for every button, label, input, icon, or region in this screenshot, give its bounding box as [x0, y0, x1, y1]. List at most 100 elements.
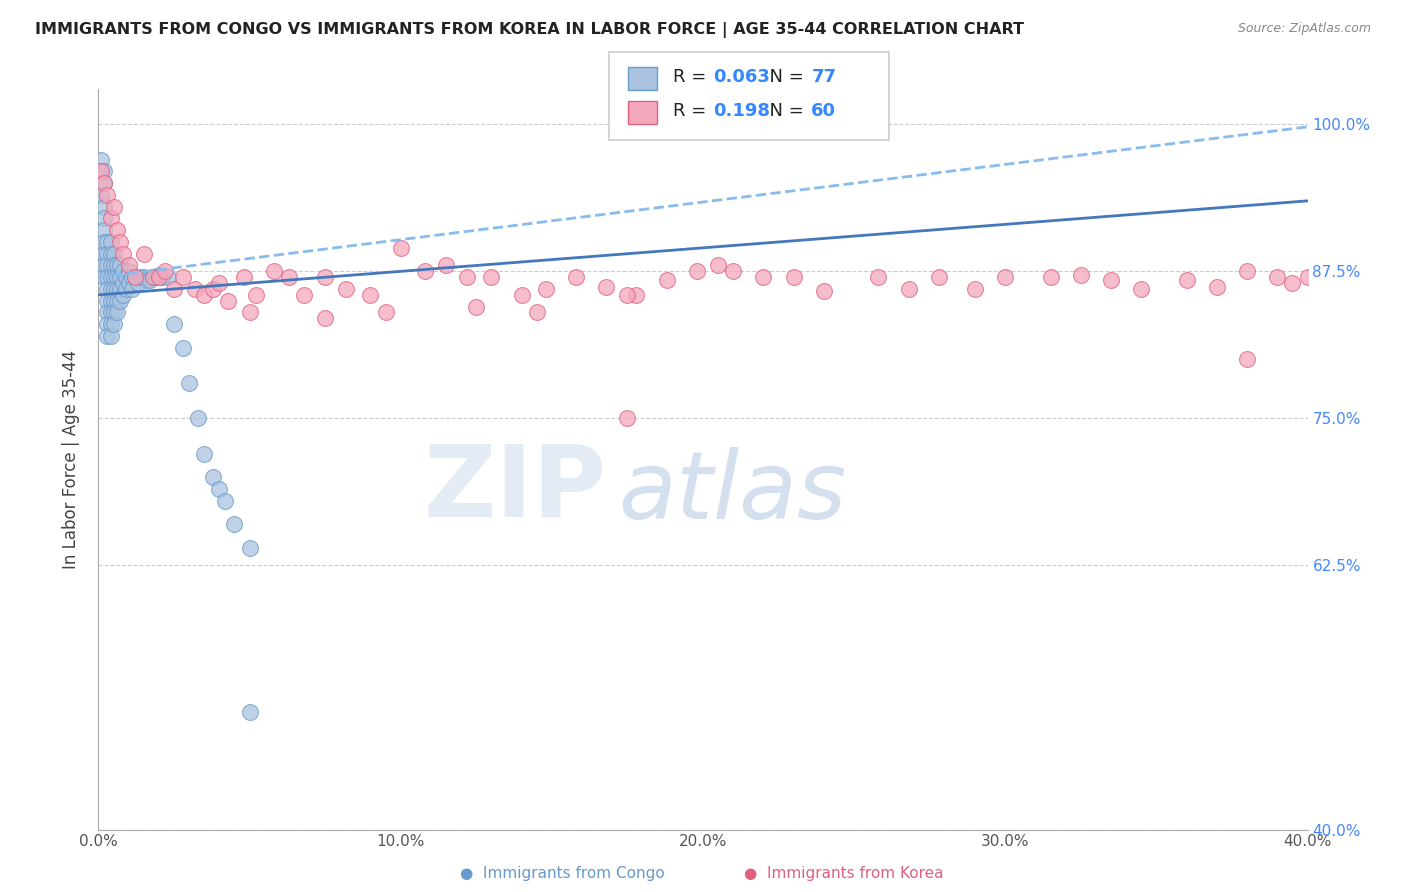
Point — [145, 270, 167, 285]
Point — [96, 235, 118, 249]
Point — [994, 270, 1017, 285]
Point — [184, 282, 207, 296]
Point — [202, 282, 225, 296]
Point — [481, 270, 503, 285]
Point — [96, 317, 118, 331]
Text: ●  Immigrants from Korea: ● Immigrants from Korea — [744, 866, 943, 881]
Point — [655, 272, 678, 286]
Point — [103, 200, 125, 214]
Point — [100, 211, 122, 226]
Point — [389, 241, 412, 255]
Point — [93, 223, 115, 237]
Text: R =: R = — [673, 68, 713, 86]
Point — [360, 288, 382, 302]
Text: ●  Immigrants from Congo: ● Immigrants from Congo — [460, 866, 665, 881]
Point — [127, 276, 149, 290]
Point — [132, 270, 155, 285]
Point — [121, 282, 143, 296]
Point — [105, 305, 128, 319]
Point — [90, 188, 112, 202]
Point — [93, 176, 115, 190]
Point — [1281, 276, 1303, 290]
Point — [132, 246, 155, 260]
Point — [100, 259, 122, 273]
Point — [1296, 270, 1319, 285]
Point — [90, 164, 112, 178]
Point — [172, 341, 194, 355]
Point — [179, 376, 201, 390]
Point — [534, 282, 557, 296]
Point — [100, 235, 122, 249]
Point — [105, 282, 128, 296]
Point — [232, 270, 254, 285]
Point — [224, 516, 246, 531]
Text: Source: ZipAtlas.com: Source: ZipAtlas.com — [1237, 22, 1371, 36]
Point — [96, 293, 118, 308]
Point — [208, 276, 231, 290]
Point — [239, 541, 262, 555]
Point — [108, 293, 131, 308]
Point — [314, 270, 336, 285]
Point — [1267, 270, 1289, 285]
Point — [124, 270, 146, 285]
Point — [100, 270, 122, 285]
Point — [93, 164, 115, 178]
Point — [707, 259, 730, 273]
Point — [239, 305, 262, 319]
Point — [1175, 272, 1198, 286]
Point — [510, 288, 533, 302]
Y-axis label: In Labor Force | Age 35-44: In Labor Force | Age 35-44 — [62, 350, 80, 569]
Point — [114, 282, 136, 296]
Point — [783, 270, 806, 285]
Point — [111, 276, 134, 290]
Text: atlas: atlas — [619, 447, 846, 538]
Point — [93, 270, 115, 285]
Point — [595, 279, 617, 293]
Point — [153, 264, 176, 278]
Point — [214, 493, 236, 508]
Point — [100, 305, 122, 319]
Point — [96, 188, 118, 202]
Point — [96, 246, 118, 260]
Point — [335, 282, 357, 296]
Point — [105, 223, 128, 237]
Point — [465, 300, 488, 314]
Point — [139, 272, 162, 286]
Point — [314, 311, 336, 326]
Point — [193, 288, 215, 302]
Point — [292, 288, 315, 302]
Point — [93, 259, 115, 273]
Point — [103, 317, 125, 331]
Text: 0.198: 0.198 — [713, 102, 770, 120]
Point — [142, 270, 165, 285]
Point — [208, 482, 231, 496]
Point — [434, 259, 457, 273]
Point — [217, 293, 239, 308]
Point — [193, 446, 215, 460]
Point — [1099, 272, 1122, 286]
Point — [897, 282, 920, 296]
Point — [103, 246, 125, 260]
Text: IMMIGRANTS FROM CONGO VS IMMIGRANTS FROM KOREA IN LABOR FORCE | AGE 35-44 CORREL: IMMIGRANTS FROM CONGO VS IMMIGRANTS FROM… — [35, 22, 1024, 38]
Point — [93, 235, 115, 249]
Point — [1039, 270, 1062, 285]
Point — [100, 317, 122, 331]
Point — [413, 264, 436, 278]
Point — [108, 282, 131, 296]
Point — [105, 259, 128, 273]
Point — [111, 246, 134, 260]
Point — [108, 259, 131, 273]
Point — [1070, 268, 1092, 282]
Point — [103, 270, 125, 285]
Point — [148, 270, 170, 285]
Text: N =: N = — [758, 102, 810, 120]
Point — [965, 282, 987, 296]
Point — [148, 268, 170, 282]
Point — [626, 288, 648, 302]
Point — [118, 264, 141, 278]
Point — [374, 305, 396, 319]
Point — [277, 270, 299, 285]
Point — [526, 305, 548, 319]
Point — [156, 270, 179, 285]
Point — [103, 282, 125, 296]
